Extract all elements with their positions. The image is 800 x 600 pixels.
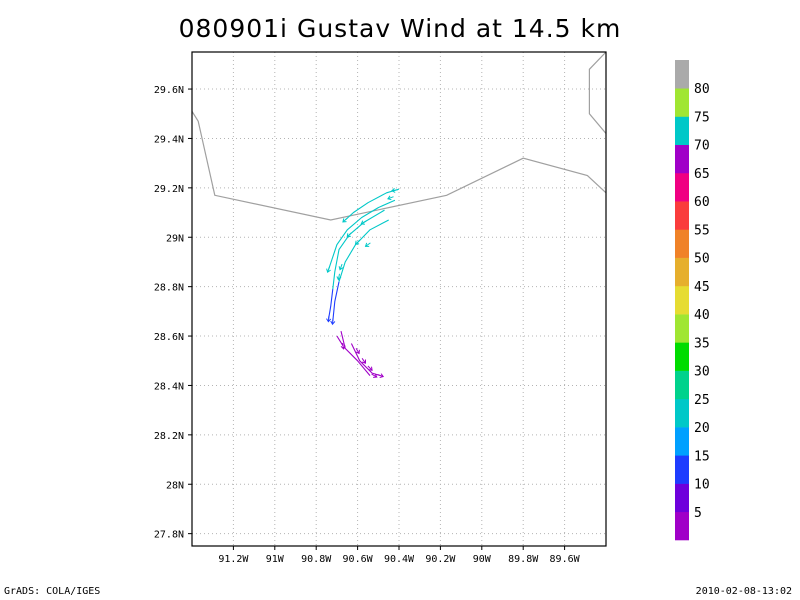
- colorbar-label-6: 35: [694, 336, 710, 351]
- lat-tick-label-2: 29.2N: [154, 184, 184, 195]
- map-frame: [191, 51, 607, 547]
- wind-arrow-7: [326, 266, 331, 274]
- wind-arrows: [326, 187, 398, 378]
- footer-credit: GrADS: COLA/IGES: [4, 586, 101, 597]
- colorbar-swatch-12: [675, 172, 689, 202]
- lon-tick-label-0: 91.2W: [218, 554, 249, 565]
- colorbar: 5 10 15 20 25 30 35 40 45 50 55 60 65 70 75 80: [675, 60, 710, 541]
- colorbar-swatch-4: [675, 398, 689, 428]
- colorbar-swatch-3: [675, 427, 689, 456]
- colorbar-label-7: 40: [694, 308, 710, 323]
- colorbar-swatch-11: [675, 201, 689, 230]
- coastlines: [191, 51, 607, 221]
- latitude-tick-labels: 29.6N 29.4N 29.2N 29N 28.8N 28.6N 28.4N 28.2N 28…: [154, 85, 192, 541]
- wind-arrow-2: [387, 195, 394, 201]
- colorbar-swatch-6: [675, 342, 689, 371]
- colorbar-label-1: 10: [694, 478, 710, 493]
- colorbar-swatch-1: [675, 483, 689, 513]
- lon-tick-label-1: 91W: [266, 554, 285, 565]
- lon-tick-label-6: 90W: [473, 554, 492, 565]
- wind-arrow-5: [354, 239, 361, 245]
- colorbar-label-3: 20: [694, 421, 710, 436]
- wind-arrow-17: [377, 373, 385, 378]
- longitude-tick-labels: 91.2W 91W 90.8W 90.6W 90.4W 90.2W 90W 89.8W 89.6…: [218, 546, 581, 565]
- footer-timestamp: 2010-02-08-13:02: [695, 586, 792, 597]
- colorbar-label-8: 45: [694, 280, 710, 295]
- wind-arrow-15: [367, 365, 373, 371]
- colorbar-swatch-13: [675, 144, 689, 174]
- streamline-6: [340, 330, 371, 376]
- wind-arrow-14: [361, 358, 366, 364]
- colorbar-swatch-9: [675, 257, 689, 287]
- lat-tick-label-5: 28.6N: [154, 332, 184, 343]
- coastline-1: [588, 51, 607, 134]
- colorbar-swatch-2: [675, 455, 689, 484]
- lat-tick-label-6: 28.4N: [154, 381, 184, 392]
- streamline-3: [338, 219, 389, 282]
- colorbar-label-4: 25: [694, 393, 710, 408]
- lat-tick-label-3: 29N: [166, 233, 184, 244]
- streamline-8: [336, 335, 344, 347]
- colorbar-label-0: 5: [694, 506, 702, 521]
- colorbar-swatch-15: [675, 88, 689, 117]
- wind-arrow-11: [326, 315, 332, 323]
- colorbar-label-14: 75: [694, 111, 710, 126]
- coastline-0: [191, 110, 607, 221]
- streamline-2: [332, 209, 385, 290]
- streamline-1: [328, 199, 396, 270]
- streamline-0: [344, 188, 400, 221]
- wind-streamlines: [328, 188, 400, 377]
- streamline-7: [350, 343, 381, 377]
- wind-arrow-3: [391, 187, 398, 193]
- colorbar-label-15: 80: [694, 82, 710, 97]
- colorbar-swatch-5: [675, 370, 689, 400]
- colorbar-swatch-8: [675, 285, 689, 315]
- grid-lines: [192, 52, 606, 546]
- colorbar-label-11: 60: [694, 195, 710, 210]
- colorbar-label-2: 15: [694, 449, 710, 464]
- lat-tick-label-1: 29.4N: [154, 134, 184, 145]
- lat-tick-label-4: 28.8N: [154, 283, 184, 294]
- wind-arrow-13: [355, 348, 360, 355]
- lat-tick-label-8: 28N: [166, 480, 184, 491]
- colorbar-label-10: 55: [694, 223, 710, 238]
- wind-arrow-8: [338, 263, 344, 271]
- wind-arrow-0: [342, 217, 348, 223]
- lon-tick-label-4: 90.4W: [384, 554, 415, 565]
- lon-tick-label-8: 89.6W: [550, 554, 581, 565]
- colorbar-label-5: 30: [694, 365, 710, 380]
- colorbar-swatch-0: [675, 511, 689, 541]
- streamline-4: [332, 281, 340, 322]
- wind-arrow-16: [371, 373, 378, 378]
- wind-arrow-12: [340, 342, 346, 350]
- lat-tick-label-0: 29.6N: [154, 85, 184, 96]
- colorbar-swatch-10: [675, 229, 689, 258]
- streamline-5: [328, 289, 334, 319]
- chart-title: 080901i Gustav Wind at 14.5 km: [178, 14, 622, 43]
- wind-arrow-10: [330, 318, 336, 326]
- wind-arrow-1: [360, 220, 367, 225]
- colorbar-label-13: 70: [694, 139, 710, 154]
- colorbar-swatch-7: [675, 314, 689, 343]
- colorbar-swatch-14: [675, 116, 689, 146]
- lon-tick-label-7: 89.8W: [508, 554, 539, 565]
- lat-tick-label-7: 28.2N: [154, 431, 184, 442]
- lat-tick-label-9: 27.8N: [154, 530, 184, 541]
- colorbar-label-9: 50: [694, 252, 710, 267]
- wind-arrow-9: [336, 273, 342, 281]
- wind-arrow-4: [346, 232, 352, 238]
- colorbar-swatch-16: [675, 60, 689, 89]
- lon-tick-label-3: 90.6W: [343, 554, 374, 565]
- wind-arrow-6: [364, 242, 371, 247]
- colorbar-label-12: 65: [694, 167, 710, 182]
- lon-tick-label-2: 90.8W: [301, 554, 332, 565]
- lon-tick-label-5: 90.2W: [425, 554, 456, 565]
